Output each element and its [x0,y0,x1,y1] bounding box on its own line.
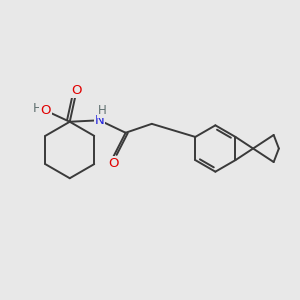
Text: H: H [98,104,107,117]
Text: N: N [94,114,104,127]
Text: O: O [108,157,119,170]
Text: O: O [71,84,82,98]
Text: O: O [40,104,51,117]
Text: H: H [32,102,42,115]
